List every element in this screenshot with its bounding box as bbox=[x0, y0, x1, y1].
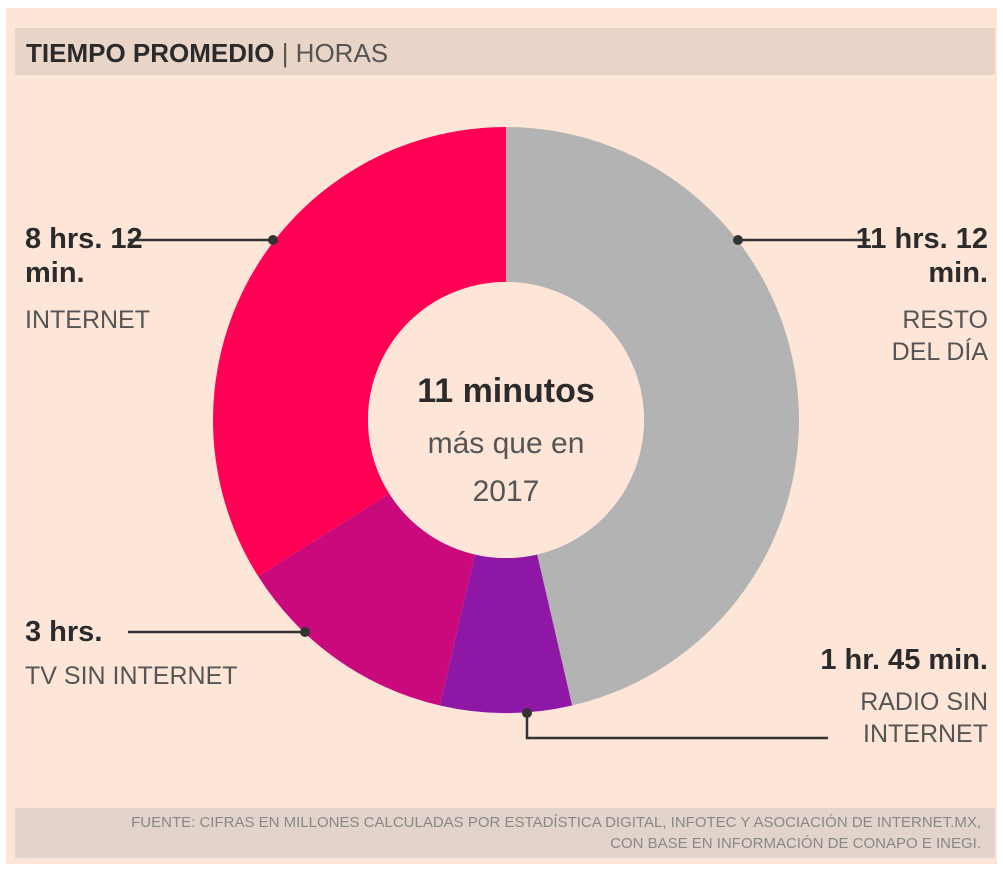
donut-slice bbox=[258, 493, 475, 706]
category-label: RADIO SIN INTERNET bbox=[860, 688, 988, 748]
donut-hole bbox=[368, 282, 644, 558]
category-label: INTERNET bbox=[25, 306, 150, 334]
leader-line bbox=[525, 713, 828, 740]
annotation-headline: 11 minutos bbox=[417, 372, 595, 410]
leader-lines bbox=[128, 238, 870, 740]
leader-dot bbox=[300, 627, 310, 637]
donut-slice bbox=[506, 127, 799, 706]
value-label: 8 hrs. 12 min. bbox=[25, 223, 143, 289]
category-label: TV SIN INTERNET bbox=[25, 662, 238, 690]
leader-dots bbox=[268, 235, 743, 718]
header: TIEMPO PROMEDIO | HORAS bbox=[26, 38, 389, 68]
leader-dot bbox=[522, 708, 532, 718]
header-bar bbox=[15, 28, 995, 75]
annotation-text: más que en 2017 bbox=[427, 427, 585, 508]
footer-bar bbox=[15, 808, 995, 858]
category-label: RESTO DEL DÍA bbox=[891, 306, 988, 366]
value-label: 3 hrs. bbox=[25, 616, 103, 648]
value-label: 1 hr. 45 min. bbox=[820, 644, 988, 676]
chart-title: TIEMPO PROMEDIO bbox=[26, 38, 275, 68]
source-note: FUENTE: CIFRAS EN MILLONES CALCULADAS PO… bbox=[131, 814, 981, 852]
donut-slice bbox=[213, 127, 507, 577]
chart-subtitle: HORAS bbox=[295, 38, 389, 68]
leader-dot bbox=[733, 235, 743, 245]
donut-slice bbox=[439, 554, 573, 713]
value-label: 11 hrs. 12 min. bbox=[855, 223, 988, 289]
leader-dot bbox=[268, 235, 278, 245]
